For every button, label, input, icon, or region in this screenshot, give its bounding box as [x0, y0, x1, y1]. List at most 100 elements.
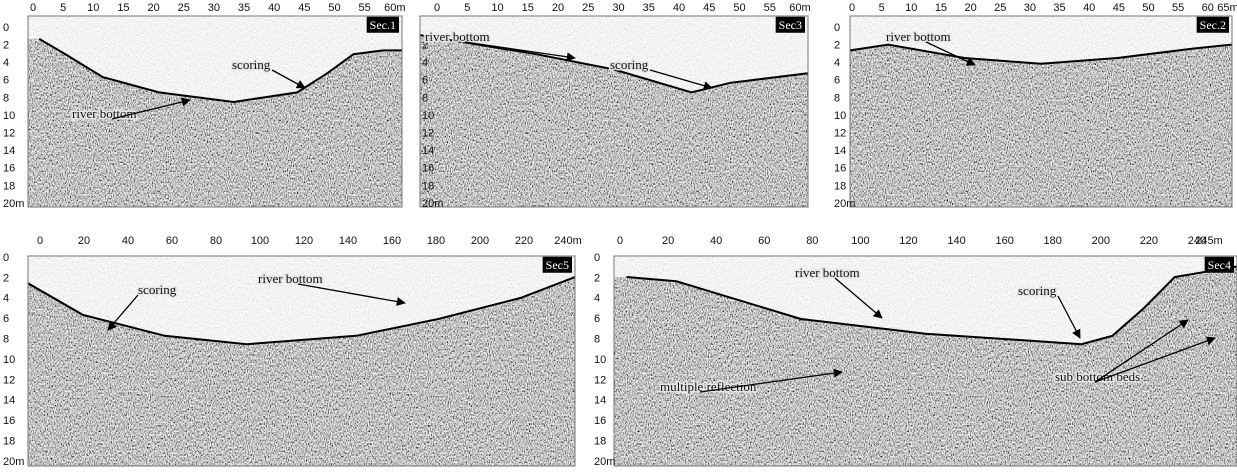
x-tick-label: 35 [643, 2, 655, 14]
x-tick-label: 45 [1113, 2, 1125, 14]
x-tick-label: 15 [522, 2, 534, 14]
x-tick-label: 40 [710, 235, 722, 247]
y-tick-label: 0 [834, 22, 840, 34]
x-tick-label: 25 [178, 2, 190, 14]
x-tick-label: 0 [617, 235, 623, 247]
y-tick-label: 0 [3, 252, 9, 264]
x-tick-label: 15 [117, 2, 129, 14]
y-tick-label: 16 [3, 415, 15, 427]
y-tick-label: 4 [834, 57, 840, 69]
x-tick-label: 200 [1092, 235, 1110, 247]
x-tick-label: 80 [806, 235, 818, 247]
x-tick-label: 245m [1195, 235, 1223, 247]
annotation: scoring [138, 282, 177, 297]
x-tick-label: 120 [295, 235, 313, 247]
profile-image [850, 16, 1232, 207]
x-tick-label: 30 [1024, 2, 1036, 14]
y-tick-label: 16 [422, 163, 434, 175]
y-tick-label: 2 [594, 272, 600, 284]
section-label: Sec5 [546, 258, 569, 272]
x-tick-label: 10 [87, 2, 99, 14]
x-tick-label: 220 [515, 235, 533, 247]
y-tick-label: 12 [834, 128, 846, 140]
y-tick-label: 6 [594, 313, 600, 325]
y-tick-label: 6 [422, 75, 428, 87]
y-tick-label: 4 [3, 293, 9, 305]
x-tick-label: 65m [1217, 2, 1237, 14]
y-tick-label: 2 [3, 272, 9, 284]
x-tick-label: 100 [851, 235, 869, 247]
y-tick-label: 14 [422, 145, 434, 157]
y-tick-label: 12 [422, 128, 434, 140]
y-tick-label: 18 [3, 436, 15, 448]
x-tick-label: 25 [994, 2, 1006, 14]
y-tick-label: 18 [3, 180, 15, 192]
x-tick-label: 50 [328, 2, 340, 14]
x-tick-label: 0 [37, 235, 43, 247]
x-tick-label: 5 [464, 2, 470, 14]
x-tick-label: 60 [758, 235, 770, 247]
x-tick-label: 160 [995, 235, 1013, 247]
x-tick-label: 20 [964, 2, 976, 14]
profile-image [420, 16, 808, 207]
x-tick-label: 60 [166, 235, 178, 247]
y-tick-label: 4 [3, 57, 9, 69]
x-tick-label: 0 [849, 2, 855, 14]
x-tick-label: 50 [733, 2, 745, 14]
x-tick-label: 50 [1142, 2, 1154, 14]
y-tick-label: 4 [594, 293, 600, 305]
profile-image [614, 256, 1237, 466]
x-tick-label: 25 [582, 2, 594, 14]
x-tick-label: 55 [1172, 2, 1184, 14]
y-tick-label: 16 [594, 415, 606, 427]
annotation: scoring [1018, 283, 1057, 298]
x-tick-label: 220 [1140, 235, 1158, 247]
section-label: Sec.1 [370, 18, 396, 32]
y-tick-label: 6 [3, 75, 9, 87]
section-label: Sec4 [1208, 258, 1231, 272]
x-tick-label: 40 [673, 2, 685, 14]
y-tick-label: 16 [3, 163, 15, 175]
x-tick-label: 240m [554, 235, 582, 247]
x-tick-label: 60 [1202, 2, 1214, 14]
y-tick-label: 6 [834, 75, 840, 87]
y-tick-label: 12 [594, 374, 606, 386]
x-tick-label: 55 [764, 2, 776, 14]
x-tick-label: 20 [78, 235, 90, 247]
annotation: river bottom [795, 265, 860, 280]
y-tick-label: 20m [3, 456, 24, 468]
y-tick-label: 8 [3, 92, 9, 104]
y-tick-label: 14 [3, 145, 15, 157]
x-tick-label: 20 [662, 235, 674, 247]
x-tick-label: 10 [491, 2, 503, 14]
x-tick-label: 180 [1044, 235, 1062, 247]
y-tick-label: 14 [3, 395, 15, 407]
y-tick-label: 20m [422, 198, 443, 210]
x-tick-label: 80 [210, 235, 222, 247]
x-tick-label: 35 [238, 2, 250, 14]
x-tick-label: 160 [383, 235, 401, 247]
y-tick-label: 20m [834, 198, 855, 210]
x-tick-label: 140 [339, 235, 357, 247]
x-tick-label: 15 [935, 2, 947, 14]
x-tick-label: 180 [427, 235, 445, 247]
y-tick-label: 10 [594, 354, 606, 366]
y-tick-label: 10 [834, 110, 846, 122]
x-tick-label: 30 [208, 2, 220, 14]
x-tick-label: 30 [612, 2, 624, 14]
y-tick-label: 20m [594, 456, 615, 468]
x-tick-label: 45 [298, 2, 310, 14]
x-tick-label: 55 [359, 2, 371, 14]
profile-image [28, 256, 575, 466]
y-tick-label: 18 [834, 180, 846, 192]
y-tick-label: 8 [3, 334, 9, 346]
y-tick-label: 16 [834, 163, 846, 175]
x-tick-label: 0 [30, 2, 36, 14]
y-tick-label: 12 [3, 128, 15, 140]
x-tick-label: 60m [789, 2, 810, 14]
annotation: sub bottom beds [1055, 369, 1140, 384]
